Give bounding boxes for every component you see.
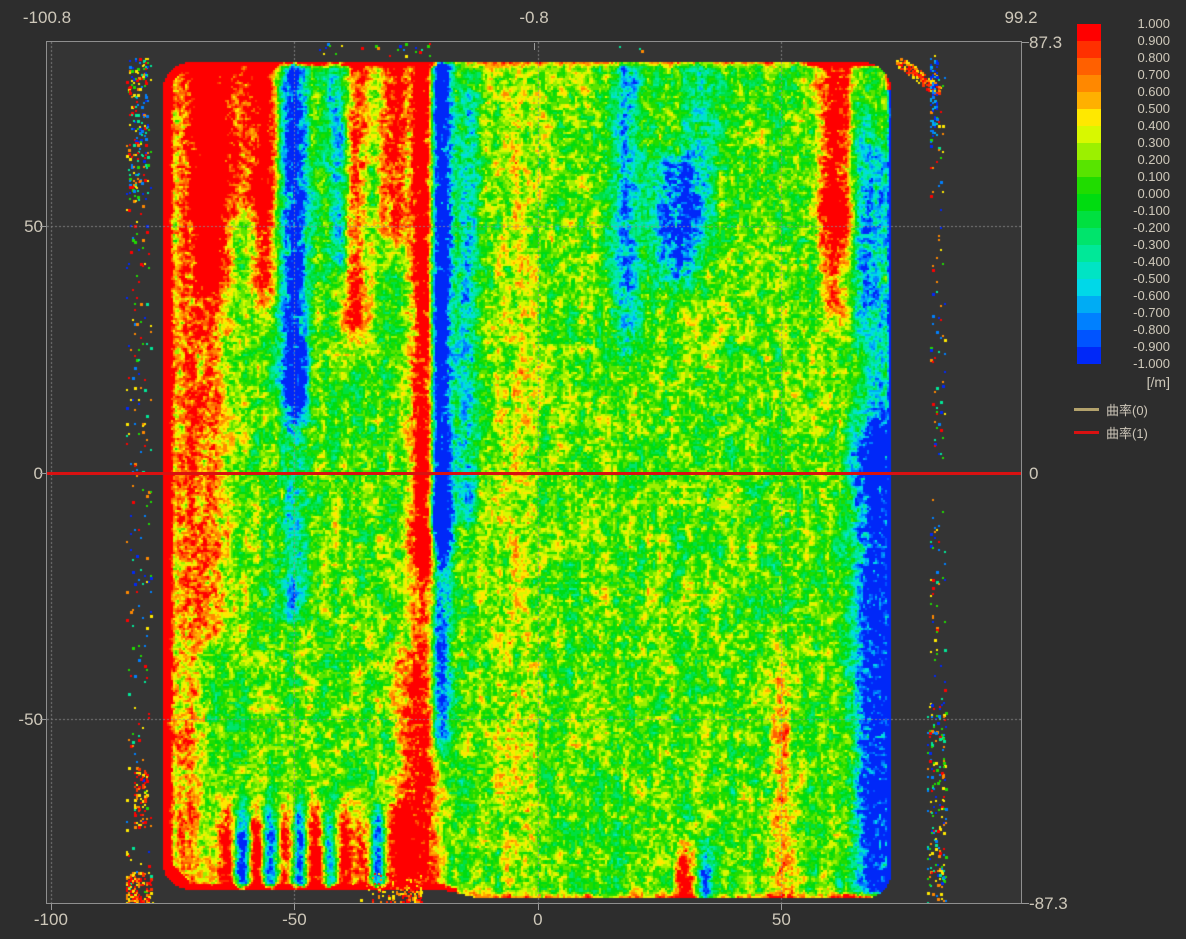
axis-tick — [1022, 42, 1029, 43]
x-axis-label-bottom: -100 — [33, 910, 68, 929]
legend-line-swatch — [1074, 408, 1099, 411]
colorbar-band — [1077, 92, 1101, 109]
colorbar-band — [1077, 228, 1101, 245]
legend-item[interactable]: 曲率(0) — [1074, 398, 1184, 421]
colorbar-tick-label: -0.400 — [1133, 254, 1170, 269]
colorbar-band — [1077, 194, 1101, 211]
legend-line-swatch — [1074, 431, 1099, 434]
y-axis-label-right: -87.3 — [1029, 894, 1068, 913]
y-axis-label-right: 87.3 — [1029, 33, 1063, 52]
y-axis-label-right: 0 — [1029, 463, 1039, 483]
legend-label: 曲率(1) — [1106, 426, 1148, 441]
axis-tick — [781, 904, 782, 910]
colorbar-tick-label: 0.000 — [1137, 186, 1170, 201]
colorbar-tick-label: 0.800 — [1137, 50, 1170, 65]
colorbar-band — [1077, 143, 1101, 160]
colorbar-band — [1077, 279, 1101, 296]
colorbar-tick-label: 0.600 — [1137, 84, 1170, 99]
y-axis-label-left: 0 — [33, 463, 43, 483]
x-axis-label-bottom: 50 — [771, 910, 791, 929]
colorbar-band — [1077, 245, 1101, 262]
colorbar-tick-label: 0.200 — [1137, 152, 1170, 167]
legend-label: 曲率(0) — [1106, 403, 1148, 418]
colorbar — [1077, 24, 1101, 364]
axis-tick — [51, 904, 52, 910]
colorbar-band — [1077, 296, 1101, 313]
y-axis-label-left: 50 — [24, 216, 43, 236]
colorbar-band — [1077, 160, 1101, 177]
x-axis-label-bottom: -50 — [282, 910, 307, 929]
colorbar-tick-label: 0.100 — [1137, 169, 1170, 184]
colorbar-band — [1077, 24, 1101, 41]
colorbar-band — [1077, 211, 1101, 228]
colorbar-tick-label: 0.900 — [1137, 33, 1170, 48]
axis-tick — [40, 719, 46, 720]
colorbar-tick-label: 0.700 — [1137, 67, 1170, 82]
legend: 曲率(0) 曲率(1) — [1074, 398, 1184, 444]
colorbar-band — [1077, 262, 1101, 279]
axis-tick — [1022, 903, 1029, 904]
colorbar-unit-label: [/m] — [1146, 374, 1170, 390]
x-axis-label-top: -100.8 — [22, 8, 72, 27]
axis-tick — [40, 226, 46, 227]
colorbar-band — [1077, 109, 1101, 126]
colorbar-band — [1077, 330, 1101, 347]
colorbar-tick-label: -0.100 — [1133, 203, 1170, 218]
colorbar-band — [1077, 313, 1101, 330]
colorbar-tick-label: 1.000 — [1137, 16, 1170, 31]
colorbar-tick-label: -0.900 — [1133, 339, 1170, 354]
colorbar-tick-label: -0.800 — [1133, 322, 1170, 337]
colorbar-tick-label: -1.000 — [1133, 356, 1170, 371]
colorbar-tick-label: -0.700 — [1133, 305, 1170, 320]
x-axis-label-top: -0.8 — [519, 8, 549, 27]
axis-tick — [538, 904, 539, 910]
x-axis-label-bottom: 0 — [533, 910, 543, 929]
colorbar-band — [1077, 41, 1101, 58]
profile-line-curvature1[interactable] — [47, 472, 1021, 475]
y-axis-label-left: -50 — [18, 710, 43, 730]
axis-tick — [534, 43, 535, 50]
colorbar-tick-label: 0.400 — [1137, 118, 1170, 133]
colorbar-band — [1077, 126, 1101, 143]
axis-tick — [294, 904, 295, 910]
colorbar-tick-label: -0.600 — [1133, 288, 1170, 303]
colorbar-band — [1077, 58, 1101, 75]
colorbar-tick-label: 0.500 — [1137, 101, 1170, 116]
colorbar-tick-label: 0.300 — [1137, 135, 1170, 150]
colorbar-band — [1077, 177, 1101, 194]
x-axis-label-top: 99.2 — [1004, 8, 1038, 27]
colorbar-tick-label: -0.200 — [1133, 220, 1170, 235]
colorbar-tick-label: -0.500 — [1133, 271, 1170, 286]
axis-tick — [40, 473, 46, 474]
colorbar-band — [1077, 75, 1101, 92]
colorbar-tick-label: -0.300 — [1133, 237, 1170, 252]
colorbar-band — [1077, 347, 1101, 364]
legend-item[interactable]: 曲率(1) — [1074, 421, 1184, 444]
